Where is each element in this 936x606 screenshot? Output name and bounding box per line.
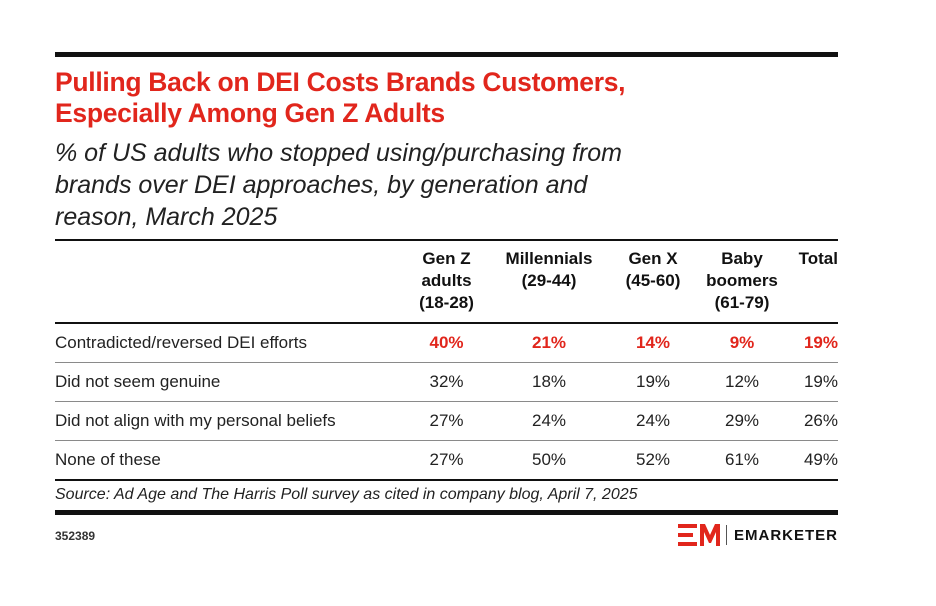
title-line-1: Pulling Back on DEI Costs Brands Custome… <box>55 67 626 97</box>
table-row: Contradicted/reversed DEI efforts 40% 21% 1… <box>55 323 838 362</box>
value-cell: 14% <box>635 332 671 352</box>
bottom-rule <box>55 510 838 515</box>
top-rule <box>55 52 838 57</box>
value-cell: 27% <box>429 410 464 430</box>
data-table: Gen Z adults (18-28) Millennials (29-44) Gen … <box>55 239 838 479</box>
value-cell: 50% <box>531 449 567 469</box>
column-header-line: Total <box>798 249 838 268</box>
value-cell: 24% <box>531 410 567 430</box>
column-header-line: adults <box>421 271 472 290</box>
value-cell: 9% <box>729 332 755 352</box>
row-label: Contradicted/reversed DEI efforts <box>55 332 307 352</box>
brand-separator <box>725 525 727 545</box>
column-header-line: (61-79) <box>714 293 770 312</box>
table-row: Did not align with my personal beliefs 27… <box>55 401 838 440</box>
em-logo-icon <box>677 524 720 546</box>
value-cell: 52% <box>635 449 671 469</box>
footer: 352389 EMARKETER <box>55 515 838 555</box>
source-note: Source: Ad Age and The Harris Poll surve… <box>55 486 638 503</box>
subtitle-line-3: reason, March 2025 <box>55 203 278 231</box>
table-row: None of these 27% 50% 52% 61% 49% <box>55 440 838 479</box>
value-cell: 12% <box>724 371 760 391</box>
subtitle-line-2: brands over DEI approaches, by generatio… <box>55 171 588 199</box>
column-header-line: (29-44) <box>521 271 577 290</box>
value-cell: 49% <box>803 449 838 469</box>
row-label: Did not align with my personal beliefs <box>55 410 336 430</box>
table-body: Contradicted/reversed DEI efforts 40% 21% 1… <box>55 323 838 479</box>
column-header: Gen Z adults (18-28) <box>402 240 491 323</box>
column-header: Total <box>785 240 838 323</box>
value-cell: 61% <box>724 449 760 469</box>
column-header-line: Millennials <box>505 249 593 268</box>
value-cell: 29% <box>724 410 760 430</box>
column-header-line: boomers <box>706 271 778 290</box>
chart-card: Pulling Back on DEI Costs Brands Custome… <box>55 52 838 555</box>
value-cell: 40% <box>429 332 464 352</box>
value-cell: 27% <box>429 449 464 469</box>
value-cell: 32% <box>429 371 464 391</box>
column-header-line: Gen Z <box>422 249 471 268</box>
value-cell: 24% <box>635 410 671 430</box>
value-cell: 21% <box>531 332 567 352</box>
column-header-line: Gen X <box>628 249 678 268</box>
column-header-line: (18-28) <box>419 293 474 312</box>
brand-lockup: EMARKETER <box>677 524 838 546</box>
chart-title: Pulling Back on DEI Costs Brands Custome… <box>55 67 838 129</box>
chart-id: 352389 <box>55 529 96 543</box>
row-label: Did not seem genuine <box>55 371 221 391</box>
column-header-line: (45-60) <box>625 271 681 290</box>
header-empty-cell <box>55 240 402 323</box>
title-line-2: Especially Among Gen Z Adults <box>55 98 445 128</box>
source-section: Source: Ad Age and The Harris Poll surve… <box>55 479 838 510</box>
subtitle-line-1: % of US adults who stopped using/purchas… <box>55 139 622 167</box>
table-header-row: Gen Z adults (18-28) Millennials (29-44) Gen … <box>55 240 838 323</box>
column-header: Baby boomers (61-79) <box>699 240 785 323</box>
table-row: Did not seem genuine 32% 18% 19% 12% 19% <box>55 362 838 401</box>
value-cell: 19% <box>635 371 671 391</box>
column-header: Millennials (29-44) <box>491 240 607 323</box>
value-cell: 19% <box>803 332 838 352</box>
value-cell: 19% <box>803 371 838 391</box>
value-cell: 26% <box>803 410 838 430</box>
column-header: Gen X (45-60) <box>607 240 699 323</box>
value-cell: 18% <box>531 371 567 391</box>
column-header-line: Baby <box>721 249 763 268</box>
brand-name: EMARKETER <box>733 526 838 544</box>
row-label: None of these <box>55 449 161 469</box>
chart-subtitle: % of US adults who stopped using/purchas… <box>55 137 838 233</box>
